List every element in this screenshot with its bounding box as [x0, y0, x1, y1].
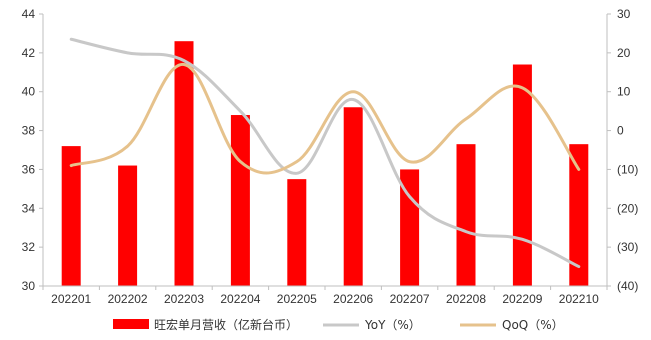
lines-layer	[69, 37, 581, 269]
x-tick-label: 202209	[502, 292, 542, 306]
bar-202205	[287, 179, 307, 286]
y-right-tick-label: (20)	[617, 201, 638, 215]
y-right-tick-label: (10)	[617, 162, 638, 176]
x-tick-label: 202201	[51, 292, 91, 306]
x-tick-label: 202204	[220, 292, 260, 306]
legend-swatch-revenue	[113, 319, 149, 329]
legend: 旺宏单月营收（亿新台币） YoY（%） QoQ（%）	[113, 317, 564, 332]
ticks-layer: 30 32 34 36 38 40 42 44 (40) (30) (20) (10) 0 10 20 30 2…	[22, 7, 639, 306]
y-left-tick-label: 44	[22, 7, 36, 21]
y-left-tick-label: 42	[22, 46, 36, 60]
bar-202209	[512, 64, 532, 286]
qoq-line	[69, 63, 581, 175]
y-right-tick-label: 20	[617, 46, 631, 60]
bar-202206	[343, 107, 363, 286]
x-tick-label: 202202	[108, 292, 148, 306]
x-tick-label: 202205	[277, 292, 317, 306]
y-right-tick-label: (40)	[617, 279, 638, 293]
y-left-tick-label: 36	[22, 162, 36, 176]
legend-label-yoy: YoY（%）	[364, 318, 421, 332]
y-left-tick-label: 30	[22, 279, 36, 293]
x-tick-label: 202210	[559, 292, 599, 306]
y-right-tick-label: (30)	[617, 240, 638, 254]
x-tick-label: 202203	[164, 292, 204, 306]
x-tick-label: 202208	[446, 292, 486, 306]
bar-202201	[61, 146, 81, 286]
bar-202210	[569, 144, 589, 286]
y-left-tick-label: 40	[22, 85, 36, 99]
bars-layer	[61, 41, 589, 287]
x-tick-label: 202207	[390, 292, 430, 306]
y-left-tick-label: 34	[22, 201, 36, 215]
x-tick-label: 202206	[333, 292, 373, 306]
legend-label-revenue: 旺宏单月营收（亿新台币）	[154, 317, 298, 332]
legend-label-qoq: QoQ（%）	[502, 318, 564, 332]
y-right-tick-label: 0	[617, 124, 624, 138]
bar-202204	[230, 115, 250, 286]
y-left-tick-label: 32	[22, 240, 36, 254]
bar-202208	[456, 144, 476, 286]
y-right-tick-label: 10	[617, 85, 631, 99]
bar-202202	[118, 165, 138, 286]
axes-layer	[39, 13, 611, 290]
y-left-tick-label: 38	[22, 124, 36, 138]
bar-202203	[174, 41, 194, 287]
yoy-line	[69, 37, 581, 269]
y-right-tick-label: 30	[617, 7, 631, 21]
bar-202207	[400, 169, 420, 286]
